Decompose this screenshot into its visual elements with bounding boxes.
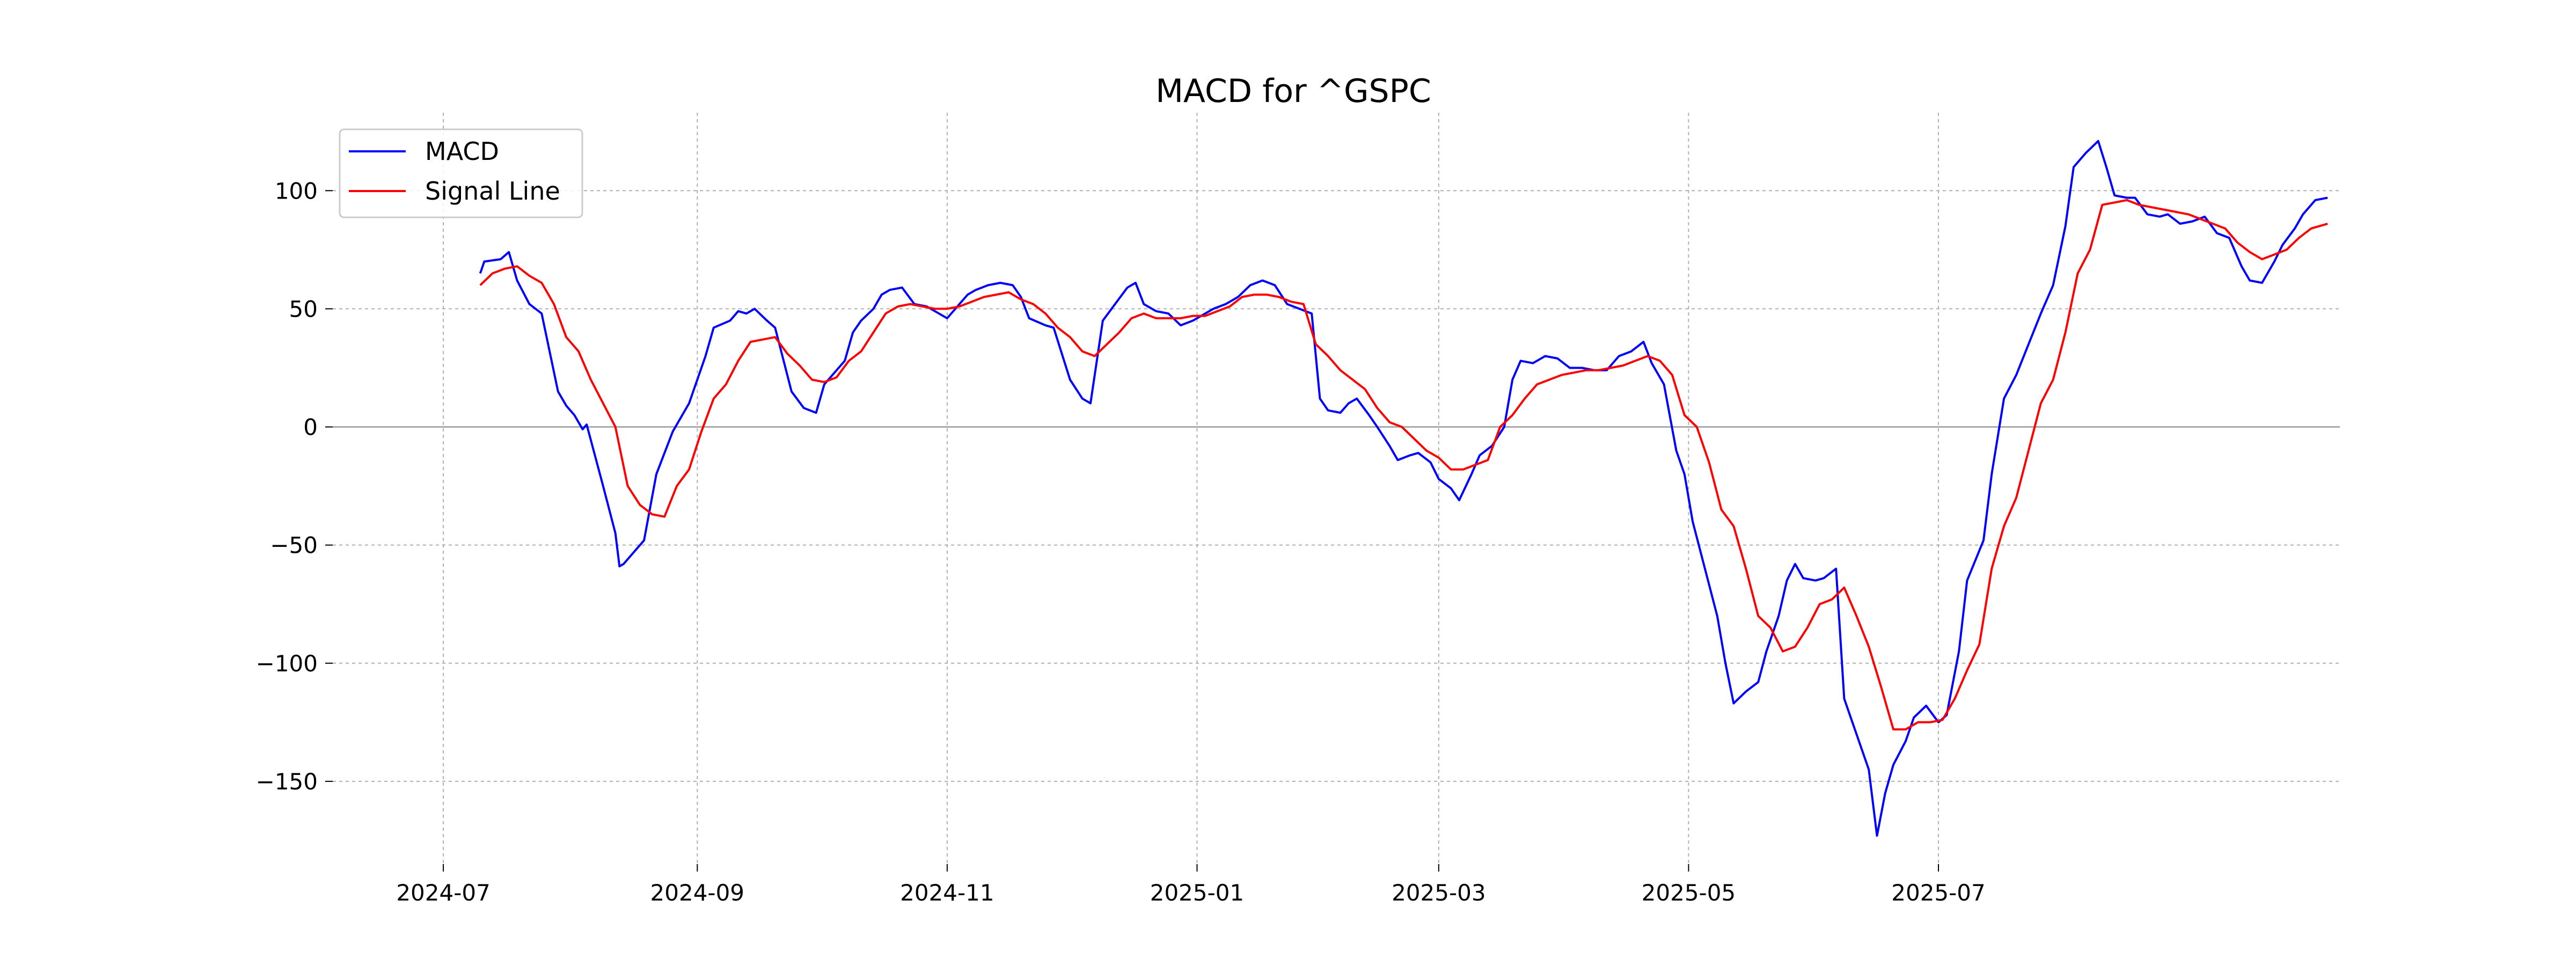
- x-tick-label: 2024-07: [396, 880, 491, 906]
- chart-title: MACD for ^GSPC: [1155, 72, 1431, 110]
- y-tick-label: 50: [289, 296, 318, 322]
- legend: MACD Signal Line: [339, 128, 583, 218]
- x-axis: 2024-07 2024-09 2024-11 2025-01 2025-03 2025-…: [396, 864, 1986, 906]
- y-axis: 100 50 0 −50 −100 −150: [256, 178, 333, 795]
- legend-label-macd: MACD: [425, 137, 499, 166]
- x-tick-label: 2025-07: [1891, 880, 1986, 906]
- x-gridlines: [443, 113, 1939, 864]
- x-tick-label: 2025-05: [1642, 880, 1736, 906]
- y-tick-label: −50: [270, 532, 318, 559]
- y-tick-label: −100: [256, 650, 318, 677]
- x-tick-label: 2025-03: [1392, 880, 1486, 906]
- legend-label-signal-line: Signal Line: [425, 177, 560, 206]
- y-tick-label: −150: [256, 769, 318, 795]
- x-tick-label: 2025-01: [1150, 880, 1245, 906]
- series-line-macd: [479, 140, 2328, 837]
- series-line-signal-line: [479, 199, 2328, 731]
- x-tick-label: 2024-11: [900, 880, 994, 906]
- y-tick-label: 100: [275, 178, 318, 204]
- y-tick-label: 0: [303, 414, 318, 441]
- plot-lines: [479, 140, 2328, 837]
- x-tick-label: 2024-09: [650, 880, 745, 906]
